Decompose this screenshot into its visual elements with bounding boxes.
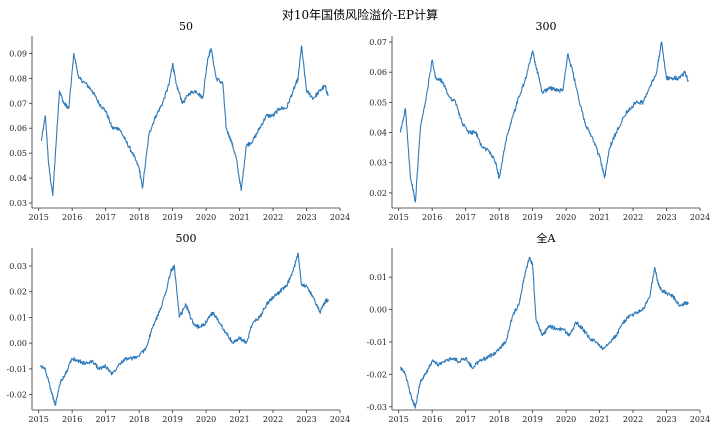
x-tick-label: 2023 <box>656 415 676 424</box>
x-tick-label: 2017 <box>95 415 115 424</box>
y-tick-label: 0.03 <box>9 199 27 208</box>
y-tick-label: 0.04 <box>9 174 27 183</box>
x-tick-label: 2018 <box>489 415 509 424</box>
panel-title-50: 50 <box>179 20 193 33</box>
x-tick-label: 2022 <box>623 415 643 424</box>
panel-title-500: 500 <box>176 232 197 245</box>
figure-title: 对10年国债风险溢价-EP计算 <box>282 7 438 22</box>
y-tick-label: 0.01 <box>369 273 387 282</box>
x-tick-label: 2016 <box>62 415 82 424</box>
x-tick-label: 2019 <box>522 213 542 222</box>
x-tick-label: 2016 <box>62 213 82 222</box>
x-tick-label: 2024 <box>690 415 710 424</box>
y-tick-label: 0.06 <box>369 68 387 77</box>
x-tick-label: 2021 <box>229 415 249 424</box>
x-tick-label: 2021 <box>229 213 249 222</box>
x-tick-label: 2021 <box>589 213 609 222</box>
y-tick-label: 0.02 <box>369 189 387 198</box>
panel-title-300: 300 <box>536 20 557 33</box>
x-tick-label: 2020 <box>196 415 216 424</box>
x-tick-label: 2018 <box>129 415 149 424</box>
y-tick-label: 0.01 <box>9 313 27 322</box>
x-tick-label: 2019 <box>162 415 182 424</box>
y-tick-label: 0.06 <box>9 124 27 133</box>
y-tick-label: 0.09 <box>9 49 27 58</box>
x-tick-label: 2022 <box>623 213 643 222</box>
x-tick-label: 2023 <box>296 213 316 222</box>
y-tick-label: 0.07 <box>9 99 27 108</box>
y-tick-label: 0.00 <box>9 339 27 348</box>
x-tick-label: 2016 <box>422 213 442 222</box>
y-tick-label: -0.01 <box>366 338 387 347</box>
x-tick-label: 2024 <box>330 213 350 222</box>
y-tick-label: 0.05 <box>369 98 387 107</box>
series-line <box>40 45 329 197</box>
x-tick-label: 2023 <box>296 415 316 424</box>
y-tick-label: 0.03 <box>9 262 27 271</box>
x-tick-label: 2015 <box>389 415 409 424</box>
x-tick-label: 2021 <box>589 415 609 424</box>
panel-300: 300 0.02 0.03 0.04 0.05 0.06 0.07 2015 2016 2017… <box>369 20 710 222</box>
x-tick-label: 2015 <box>29 415 49 424</box>
x-tick-label: 2022 <box>263 415 283 424</box>
series-line <box>399 256 689 409</box>
x-tick-label: 2015 <box>389 213 409 222</box>
series-line <box>399 41 689 203</box>
y-tick-label: 0.02 <box>9 288 27 297</box>
x-tick-label: 2017 <box>95 213 115 222</box>
panel-all-a: 全A -0.03 -0.02 -0.01 0.00 0.01 2015 2016 2017 20… <box>366 231 710 424</box>
x-tick-label: 2019 <box>522 415 542 424</box>
x-tick-label: 2024 <box>690 213 710 222</box>
x-tick-label: 2018 <box>489 213 509 222</box>
x-tick-label: 2016 <box>422 415 442 424</box>
x-tick-label: 2017 <box>455 213 475 222</box>
y-tick-label: -0.03 <box>366 403 387 412</box>
panel-title-all-a: 全A <box>537 231 557 245</box>
x-tick-label: 2022 <box>263 213 283 222</box>
y-tick-label: 0.05 <box>9 149 27 158</box>
x-tick-label: 2015 <box>29 213 49 222</box>
panel-500: 500 -0.02 -0.01 0.00 0.01 0.02 0.03 2015 2016 20… <box>6 232 350 424</box>
series-line <box>39 252 329 406</box>
y-tick-label: 0.07 <box>369 38 387 47</box>
x-tick-label: 2020 <box>196 213 216 222</box>
y-tick-label: -0.01 <box>6 365 27 374</box>
x-tick-label: 2019 <box>162 213 182 222</box>
x-tick-label: 2018 <box>129 213 149 222</box>
y-tick-label: 0.08 <box>9 74 27 83</box>
x-tick-label: 2020 <box>556 213 576 222</box>
x-tick-label: 2024 <box>330 415 350 424</box>
y-tick-label: -0.02 <box>366 370 387 379</box>
y-tick-label: 0.03 <box>369 159 387 168</box>
y-tick-label: 0.00 <box>369 306 387 315</box>
y-tick-label: 0.04 <box>369 129 387 138</box>
x-tick-label: 2020 <box>556 415 576 424</box>
x-tick-label: 2017 <box>455 415 475 424</box>
x-tick-label: 2023 <box>656 213 676 222</box>
y-tick-label: -0.02 <box>6 391 27 400</box>
panel-50: 50 0.03 0.04 0.05 0.06 0.07 0.08 0.09 2015 2016 2… <box>9 20 350 222</box>
